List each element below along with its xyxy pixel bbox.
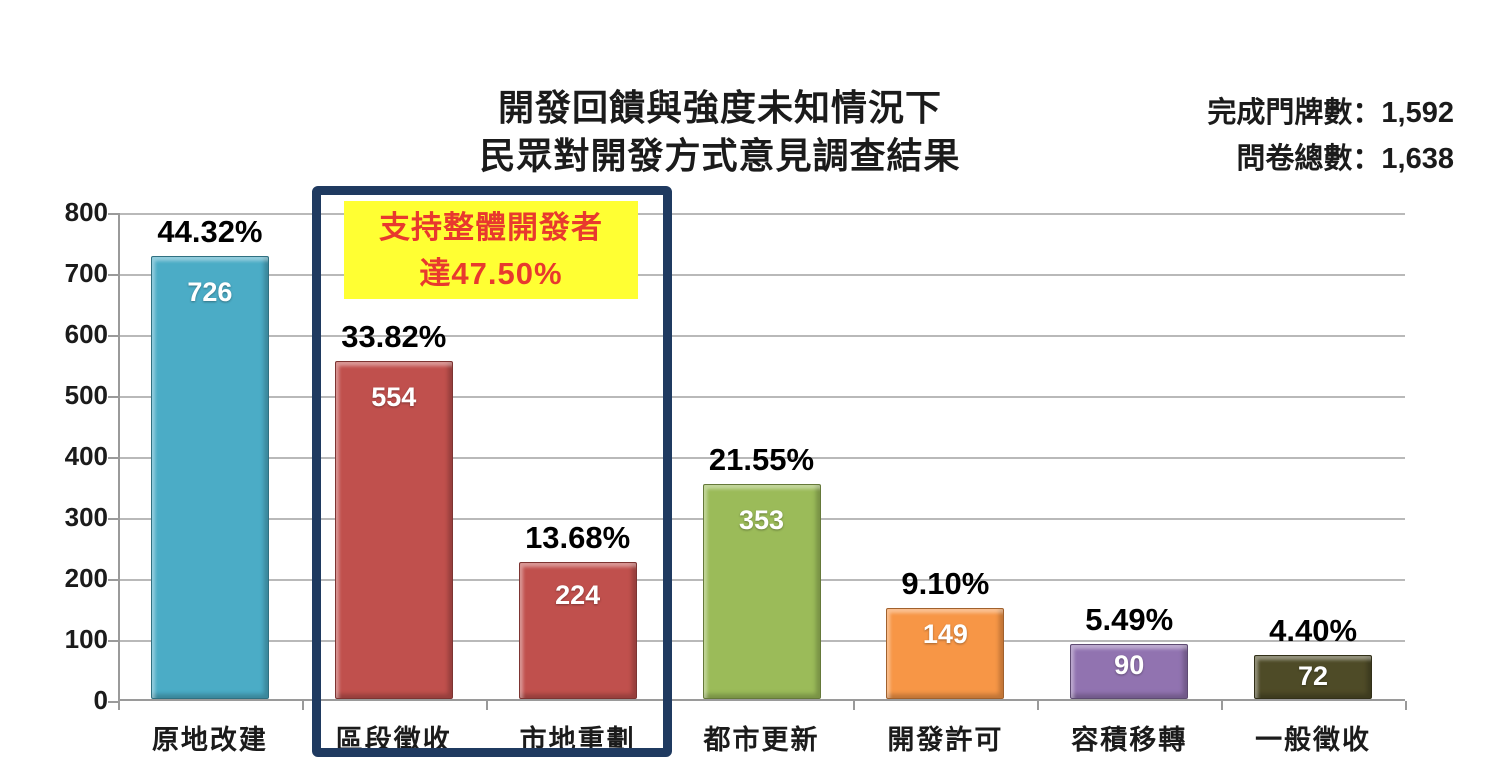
y-axis-tick (108, 640, 118, 642)
x-axis-category-label: 市地重劃 (519, 725, 636, 755)
annotation-line1: 支持整體開發者 (379, 210, 603, 245)
bar-value-label: 90 (1114, 650, 1145, 680)
y-axis-tick (108, 579, 118, 581)
y-axis-tick (108, 396, 118, 398)
y-axis-tick (108, 701, 118, 703)
bar-value-label: 224 (555, 580, 601, 610)
completed-households-count: 完成門牌數：1,592 (1207, 97, 1454, 129)
bar-percent-label: 4.40% (1269, 613, 1358, 648)
y-axis-tick-label: 800 (64, 197, 108, 227)
total-questionnaires-count: 問卷總數：1,638 (1236, 143, 1454, 175)
y-axis-tick-label: 100 (64, 624, 108, 654)
bar-開發許可: 149 (886, 608, 1005, 699)
y-axis-tick (108, 335, 118, 337)
bar-percent-label: 5.49% (1085, 602, 1174, 637)
y-axis-tick-label: 200 (64, 563, 108, 593)
gridline (118, 396, 1405, 398)
y-axis-tick (108, 457, 118, 459)
y-axis-tick-label: 700 (64, 258, 108, 288)
x-axis-category-label: 一般徵收 (1255, 725, 1372, 755)
x-axis-category-label: 容積移轉 (1071, 725, 1188, 755)
y-axis-tick-label: 300 (64, 502, 108, 532)
bar-value-label: 72 (1298, 661, 1329, 691)
bar-value-label: 554 (371, 382, 417, 412)
gridline (118, 335, 1405, 337)
x-axis-tick (1405, 701, 1407, 710)
bar-percent-label: 33.82% (341, 319, 447, 354)
x-axis-tick (1037, 701, 1040, 710)
x-axis-category-label: 區段徵收 (335, 725, 452, 755)
bar-市地重劃: 224 (518, 562, 637, 699)
stats-block: 完成門牌數：1,592 問卷總數：1,638 (1207, 90, 1454, 182)
y-axis-tick (108, 518, 118, 520)
chart-title-line2: 民眾對開發方式意見調查結果 (479, 135, 961, 176)
y-axis-tick-label: 400 (64, 441, 108, 471)
bar-value-label: 353 (738, 505, 785, 535)
bar-都市更新: 353 (702, 484, 821, 699)
chart-title: 開發回饋與強度未知情況下 民眾對開發方式意見調查結果 (330, 84, 1110, 180)
bar-一般徵收: 72 (1254, 655, 1373, 699)
annotation-callout: 支持整體開發者 達47.50% (344, 201, 638, 299)
bar-容積移轉: 90 (1070, 644, 1189, 699)
gridline (118, 213, 1405, 215)
bar-區段徵收: 554 (334, 361, 453, 699)
x-axis-tick (853, 701, 856, 710)
gridline (118, 274, 1405, 276)
bar-value-label: 149 (922, 619, 968, 649)
y-axis-tick-label: 500 (64, 380, 108, 410)
bar-原地改建: 726 (150, 256, 269, 699)
x-axis-tick (669, 701, 672, 710)
gridline (118, 457, 1405, 459)
x-axis-category-label: 都市更新 (703, 725, 820, 755)
x-axis-line (118, 699, 1405, 701)
x-axis-tick (1221, 701, 1224, 710)
x-axis-tick (118, 701, 120, 710)
x-axis-category-label: 原地改建 (151, 725, 268, 755)
bar-percent-label: 44.32% (157, 214, 263, 249)
y-axis-tick (108, 274, 118, 276)
x-axis-category-label: 開發許可 (887, 725, 1004, 755)
annotation-line2: 達47.50% (419, 256, 563, 291)
y-axis-tick-label: 600 (64, 319, 108, 349)
bar-percent-label: 21.55% (708, 442, 815, 477)
x-axis-tick (485, 701, 488, 710)
y-axis-line (118, 213, 120, 710)
bar-percent-label: 9.10% (901, 566, 990, 601)
x-axis-tick (301, 701, 304, 710)
chart-title-line1: 開發回饋與強度未知情況下 (497, 87, 942, 128)
y-axis-tick (108, 213, 118, 215)
bar-percent-label: 13.68% (525, 520, 631, 555)
y-axis-tick-label: 0 (93, 685, 108, 715)
plot-area: 0 100 200 300 400 500 600 700 800 726 44.32% 原地改建 55… (65, 197, 1407, 755)
bar-value-label: 726 (187, 277, 233, 307)
